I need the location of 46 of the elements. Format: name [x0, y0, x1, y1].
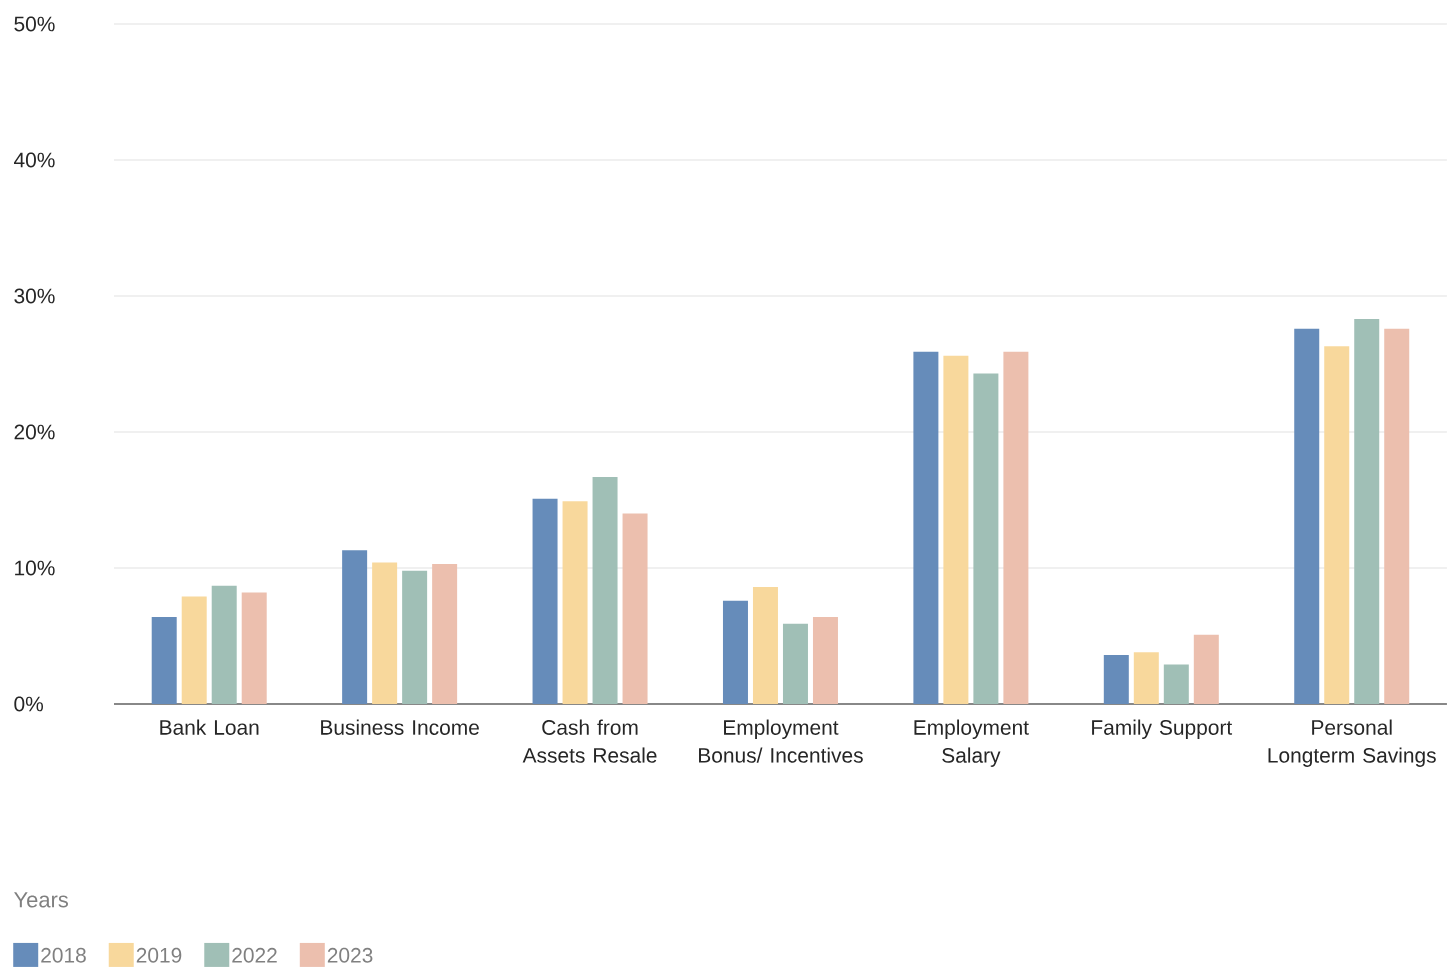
bar	[1354, 319, 1380, 704]
bar	[562, 501, 588, 704]
bar	[1384, 328, 1410, 704]
y-tick-label: 40%	[14, 152, 55, 168]
y-tick-label: 0%	[14, 696, 44, 712]
bar	[622, 513, 648, 704]
x-tick-label: Cash from Assets Resale	[522, 719, 657, 763]
bar	[1163, 664, 1189, 704]
bar	[1294, 328, 1320, 704]
bar	[432, 563, 458, 704]
bar	[1103, 655, 1129, 704]
bar	[722, 600, 748, 704]
legend-label: 2019	[136, 947, 182, 963]
bar	[532, 498, 558, 704]
y-tick-label: 10%	[15, 560, 55, 576]
bar	[1324, 346, 1350, 704]
bar	[151, 616, 177, 704]
x-tick-label: Employment Salary	[914, 719, 1029, 767]
x-tick-label: Business Income	[321, 719, 479, 735]
x-tick-label: Family Support	[1092, 719, 1233, 740]
bar	[943, 355, 969, 704]
legend-label: 2018	[41, 947, 86, 963]
bar	[782, 623, 808, 704]
bar	[592, 476, 618, 704]
bar	[241, 592, 267, 704]
bar	[973, 373, 999, 704]
bar	[1133, 652, 1159, 704]
bar	[752, 587, 778, 704]
y-tick-label: 30%	[14, 288, 55, 304]
bar	[181, 596, 207, 704]
legend-label: 2022	[232, 947, 277, 963]
bar	[1193, 634, 1219, 704]
x-tick-label: Personal Longterm Savings	[1268, 719, 1436, 767]
bar	[812, 616, 838, 704]
legend-title: Years	[14, 892, 69, 908]
bar	[1003, 351, 1029, 704]
bar	[211, 585, 237, 704]
x-tick-label: Employment Bonus/ Incentives	[699, 719, 863, 763]
y-tick-label: 50%	[14, 16, 55, 32]
x-tick-label: Bank Loan	[160, 719, 259, 735]
bar	[342, 550, 368, 704]
bar	[372, 562, 398, 704]
legend-label: 2023	[327, 947, 373, 963]
bar	[402, 570, 428, 704]
bar	[913, 351, 939, 704]
y-tick-label: 20%	[14, 424, 55, 440]
